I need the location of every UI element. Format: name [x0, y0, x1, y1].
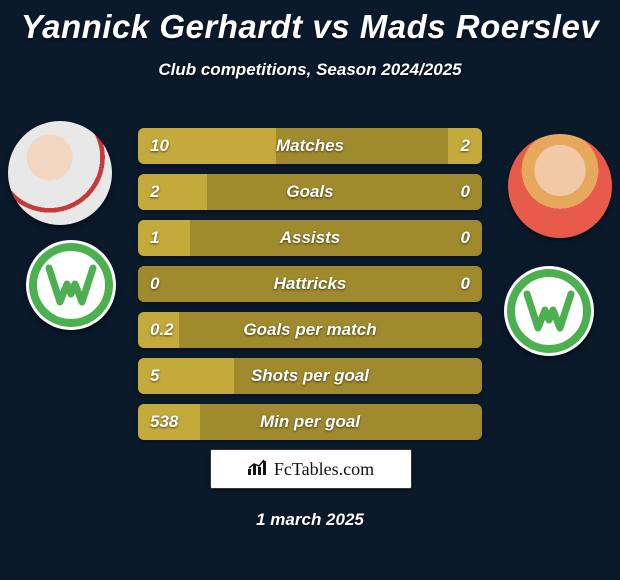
stat-label: Matches	[138, 128, 482, 164]
stat-label: Goals per match	[138, 312, 482, 348]
stat-label: Shots per goal	[138, 358, 482, 394]
stat-label: Min per goal	[138, 404, 482, 440]
stat-row: 538Min per goal	[138, 404, 482, 440]
wolfsburg-logo-icon	[504, 266, 594, 356]
stat-row: 102Matches	[138, 128, 482, 164]
brand-name: FcTables.com	[274, 459, 374, 480]
stat-row: 10Assists	[138, 220, 482, 256]
stats-table: 102Matches 20Goals 10Assists 00Hattricks 0.2…	[138, 128, 482, 450]
player2-club-logo	[504, 266, 594, 356]
player2-avatar	[508, 134, 612, 238]
stat-row: 20Goals	[138, 174, 482, 210]
brand-chart-icon	[248, 459, 268, 480]
brand-badge: FcTables.com	[210, 449, 412, 489]
stat-label: Assists	[138, 220, 482, 256]
page-title: Yannick Gerhardt vs Mads Roerslev	[0, 8, 620, 46]
wolfsburg-logo-icon	[26, 240, 116, 330]
player1-avatar	[8, 121, 112, 225]
stat-label: Goals	[138, 174, 482, 210]
stat-label: Hattricks	[138, 266, 482, 302]
page-subtitle: Club competitions, Season 2024/2025	[0, 60, 620, 80]
stat-row: 5Shots per goal	[138, 358, 482, 394]
stat-row: 00Hattricks	[138, 266, 482, 302]
stat-row: 0.2Goals per match	[138, 312, 482, 348]
player1-club-logo	[26, 240, 116, 330]
report-date: 1 march 2025	[0, 510, 620, 530]
